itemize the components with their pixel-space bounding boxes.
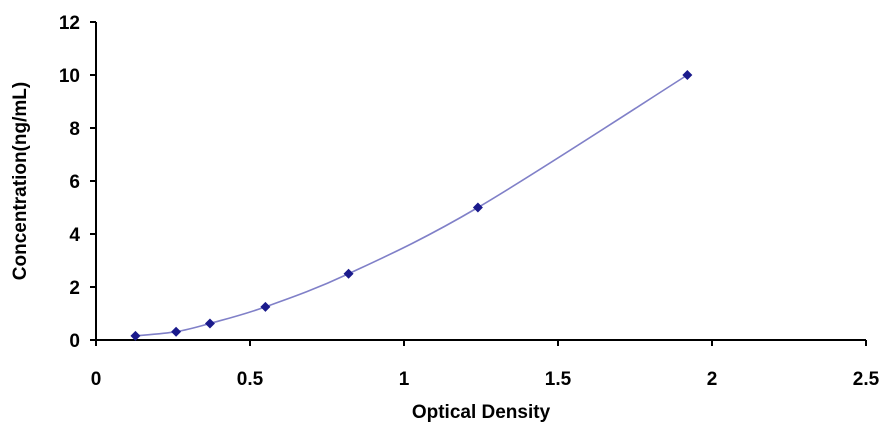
data-point-marker — [130, 330, 141, 341]
x-tick-label: 2.5 — [853, 369, 880, 390]
data-point-marker — [472, 202, 483, 213]
x-tick-label: 2 — [707, 369, 718, 390]
data-point-marker — [343, 268, 354, 279]
y-tick-label: 0 — [69, 331, 80, 352]
y-tick-label: 10 — [59, 66, 80, 87]
y-axis-title: Concentration(ng/mL) — [10, 82, 31, 280]
y-axis-ticks: 0 2 4 6 8 10 12 — [59, 13, 96, 352]
y-tick-label: 12 — [59, 13, 80, 34]
x-axis-title: Optical Density — [412, 402, 551, 423]
y-tick-label: 8 — [69, 119, 80, 140]
fit-curve-line — [135, 74, 688, 337]
x-tick-label: 1 — [399, 369, 410, 390]
y-tick-label: 6 — [69, 172, 80, 193]
data-point-marker — [171, 326, 182, 337]
y-tick-label: 2 — [69, 278, 80, 299]
x-tick-label: 0.5 — [237, 369, 264, 390]
data-points — [130, 70, 693, 341]
x-axis-ticks: 0 0.5 1 1.5 2 2.5 — [91, 340, 880, 390]
data-point-marker — [682, 70, 693, 80]
data-point-marker — [260, 301, 271, 312]
x-tick-label: 0 — [91, 369, 102, 390]
data-point-marker — [204, 318, 215, 329]
x-tick-label: 1.5 — [545, 369, 572, 390]
y-tick-label: 4 — [69, 225, 80, 246]
